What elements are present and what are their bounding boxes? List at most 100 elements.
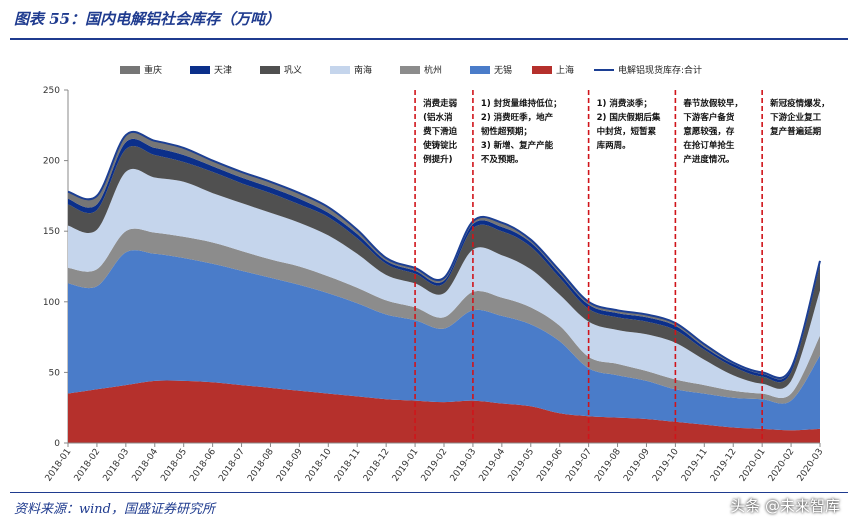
legend-swatch bbox=[190, 66, 210, 74]
y-tick-label: 250 bbox=[43, 86, 60, 96]
x-tick-label: 2020-02 bbox=[767, 447, 797, 484]
x-tick-label: 2019-02 bbox=[420, 447, 450, 484]
y-tick-label: 0 bbox=[54, 439, 60, 449]
annotation-line: 1) 消费淡季； bbox=[597, 98, 652, 109]
annotation-line: 意愿较强，存 bbox=[683, 126, 735, 137]
annotation-line: 3) 新增、复产产能 bbox=[481, 140, 554, 151]
x-tick-label: 2019-01 bbox=[391, 447, 421, 484]
annotation-line: 下游客户备货 bbox=[683, 112, 735, 123]
x-tick-label: 2018-03 bbox=[102, 447, 132, 484]
legend-item: 巩义 bbox=[260, 65, 302, 76]
annotation-line: 库两周。 bbox=[597, 140, 631, 151]
y-tick-label: 200 bbox=[43, 157, 60, 167]
legend-item: 无锡 bbox=[470, 65, 512, 76]
total-line-path bbox=[67, 130, 821, 379]
legend-label: 电解铝现货库存:合计 bbox=[618, 64, 702, 76]
x-tick-label: 2019-05 bbox=[506, 447, 536, 484]
legend-swatch bbox=[532, 66, 552, 74]
annotation-line: 下游企业复工 bbox=[770, 112, 822, 123]
annotation-line: 韧性超预期； bbox=[481, 126, 532, 137]
annotation-line: 费下滑迫 bbox=[423, 126, 458, 137]
x-tick-label: 2018-05 bbox=[159, 447, 189, 484]
x-tick-label: 2018-01 bbox=[44, 447, 74, 484]
x-tick-label: 2019-11 bbox=[680, 447, 710, 484]
x-tick-label: 2019-10 bbox=[651, 447, 681, 484]
source-note: 资料来源：wind，国盛证券研究所 bbox=[14, 502, 215, 517]
chart-title: 图表 55：国内电解铝社会库存（万吨） bbox=[14, 10, 281, 28]
legend-label: 重庆 bbox=[144, 64, 162, 76]
legend-item: 天津 bbox=[190, 65, 232, 76]
total-line bbox=[67, 130, 821, 379]
x-tick-label: 2019-12 bbox=[709, 447, 739, 484]
annotation-line: (铝水消 bbox=[423, 112, 453, 123]
legend-swatch bbox=[470, 66, 490, 74]
annotation-line: 2) 国庆假期后集 bbox=[597, 112, 661, 123]
annotation-line: 复产普遍延期 bbox=[769, 126, 822, 137]
y-axis: 0 50 100 150 200 250 bbox=[43, 86, 69, 449]
x-tick-label: 2019-07 bbox=[564, 447, 594, 484]
x-tick-label: 2020-03 bbox=[796, 447, 826, 484]
stacked-areas bbox=[68, 131, 820, 443]
x-tick-label: 2019-06 bbox=[535, 447, 565, 484]
watermark: 头条 @未来智库 bbox=[730, 497, 840, 515]
x-tick-label: 2020-01 bbox=[738, 447, 768, 484]
legend-swatch bbox=[260, 66, 280, 74]
title-rule bbox=[10, 38, 848, 40]
x-tick-label: 2018-06 bbox=[188, 447, 218, 484]
legend-swatch bbox=[400, 66, 420, 74]
legend-label: 巩义 bbox=[284, 65, 302, 76]
area-1-上海 bbox=[68, 380, 820, 443]
area-3-杭州 bbox=[68, 228, 820, 404]
legend-swatch bbox=[120, 66, 140, 74]
annotation-line: 消费走弱 bbox=[423, 98, 458, 109]
legend-item: 重庆 bbox=[120, 64, 162, 76]
x-tick-label: 2018-12 bbox=[362, 447, 392, 484]
legend-item: 电解铝现货库存:合计 bbox=[594, 64, 702, 76]
annotation-line: 1) 封货量维持低位； bbox=[481, 98, 562, 109]
x-tick-label: 2018-07 bbox=[217, 447, 247, 484]
legend: 重庆 天津 巩义 南海 杭州 无锡 上海 电解铝现货库存:合计 bbox=[120, 64, 702, 76]
event-lines bbox=[414, 90, 763, 443]
area-4-南海 bbox=[68, 168, 820, 398]
area-2-无锡 bbox=[68, 250, 820, 431]
area-5-巩义 bbox=[68, 145, 820, 389]
legend-label: 无锡 bbox=[494, 65, 512, 76]
annotation-line: 2) 消费旺季，地产 bbox=[481, 112, 554, 123]
legend-item: 杭州 bbox=[400, 64, 442, 76]
footer-rule bbox=[10, 492, 848, 493]
annotation-line: 中封货，短暂累 bbox=[597, 126, 657, 137]
legend-label: 杭州 bbox=[424, 64, 442, 76]
legend-swatch bbox=[330, 66, 350, 74]
x-tick-label: 2019-08 bbox=[593, 447, 623, 484]
annotation-line: 产进度情况。 bbox=[683, 154, 734, 165]
x-tick-label: 2019-03 bbox=[449, 447, 479, 484]
y-tick-label: 150 bbox=[43, 227, 60, 237]
x-tick-label: 2019-04 bbox=[478, 447, 508, 484]
legend-label: 天津 bbox=[214, 65, 232, 76]
y-tick-label: 50 bbox=[49, 368, 61, 378]
stacked-area-chart: 重庆 天津 巩义 南海 杭州 无锡 上海 电解铝现货库存:合计 0 50 100 150 200 250… bbox=[43, 64, 830, 484]
legend-item: 上海 bbox=[532, 64, 574, 76]
x-tick-label: 2019-09 bbox=[622, 447, 652, 484]
x-tick-label: 2018-02 bbox=[73, 447, 103, 484]
x-tick-label: 2018-09 bbox=[275, 447, 305, 484]
x-tick-label: 2018-04 bbox=[130, 447, 160, 484]
x-tick-label: 2018-11 bbox=[333, 447, 363, 484]
annotation-line: 在抢订单抢生 bbox=[683, 140, 735, 151]
x-tick-label: 2018-10 bbox=[304, 447, 334, 484]
x-axis: 2018-01 2018-02 2018-03 2018-04 2018-05 2018-… bbox=[44, 442, 826, 484]
annotation-line: 使铸锭比 bbox=[422, 140, 458, 151]
legend-label: 上海 bbox=[556, 64, 574, 76]
legend-label: 南海 bbox=[354, 64, 372, 76]
y-tick-label: 100 bbox=[43, 298, 60, 308]
annotation-line: 新冠疫情爆发， bbox=[770, 98, 830, 109]
annotation-line: 不及预期。 bbox=[481, 154, 524, 165]
annotation-line: 例提升) bbox=[423, 154, 453, 165]
x-tick-label: 2018-08 bbox=[246, 447, 276, 484]
